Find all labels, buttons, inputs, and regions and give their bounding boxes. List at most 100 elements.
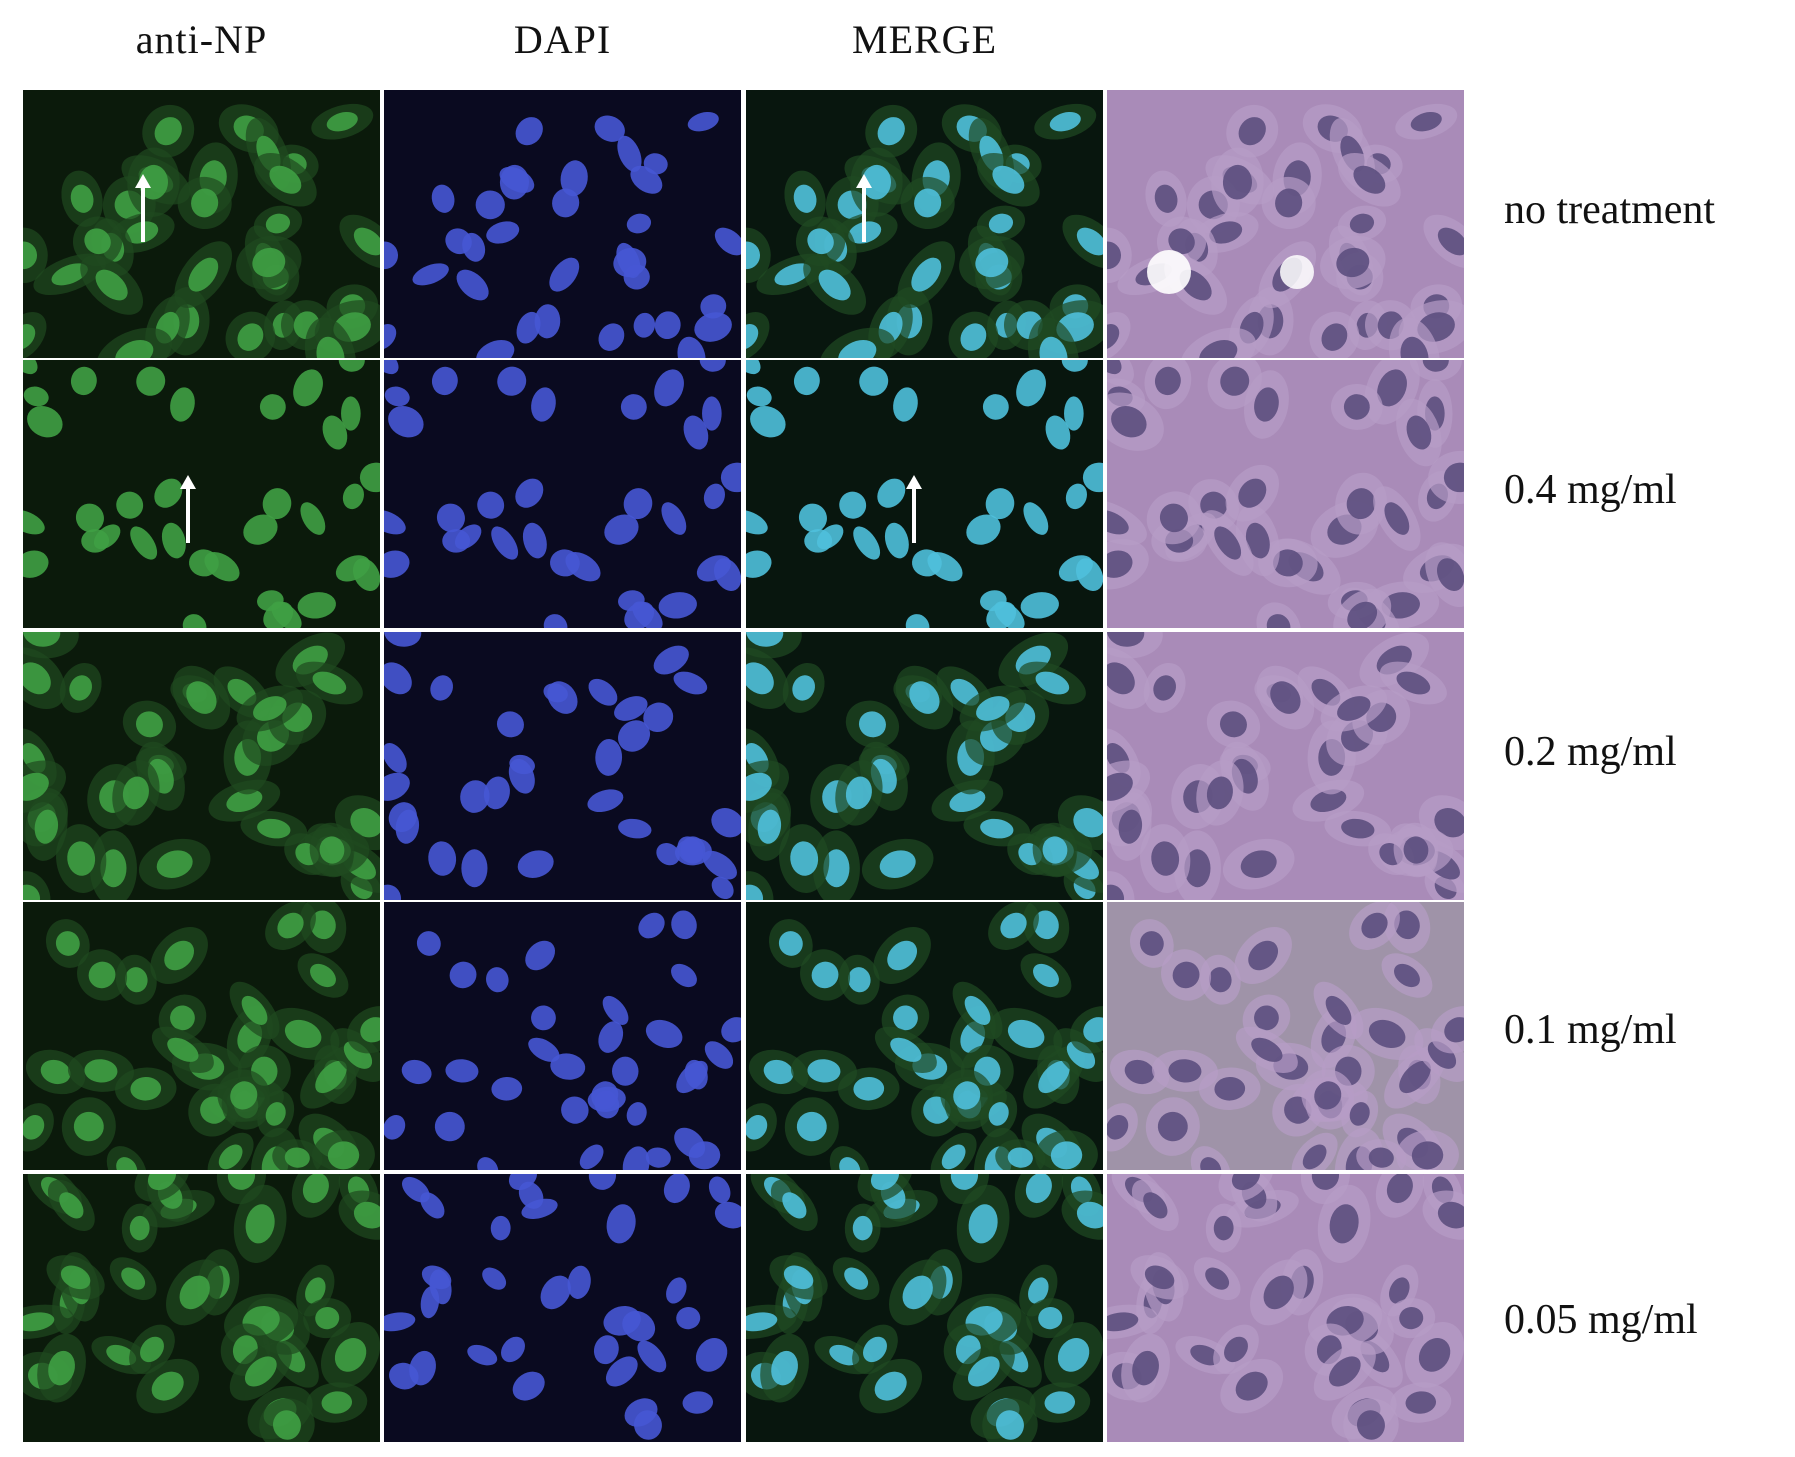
nucleus — [129, 1215, 150, 1241]
nucleus — [125, 967, 148, 993]
nucleus — [442, 529, 471, 553]
nucleus — [482, 1267, 507, 1290]
nucleus — [653, 645, 689, 675]
nucleus — [70, 366, 97, 396]
nucleus — [401, 1059, 432, 1085]
nucleus — [1238, 478, 1267, 508]
nucleus — [746, 662, 774, 695]
nucleus — [244, 1356, 277, 1387]
nucleus — [60, 1265, 91, 1290]
nucleus — [695, 1338, 728, 1372]
nucleus — [818, 269, 851, 301]
nucleus — [1240, 850, 1277, 879]
nucleus — [1361, 912, 1388, 939]
nucleus — [1184, 849, 1211, 888]
nucleus — [688, 1141, 721, 1170]
nucleus — [905, 614, 930, 628]
nucleus — [1394, 910, 1420, 940]
nucleus — [1353, 165, 1386, 194]
nucleus — [870, 1174, 899, 1191]
nucleus — [839, 1157, 861, 1170]
nucleus — [84, 228, 111, 255]
nucleus — [1209, 967, 1232, 993]
nucleus — [1254, 1005, 1279, 1031]
nucleus — [964, 995, 991, 1025]
nucleus — [654, 311, 681, 340]
nucleus — [384, 324, 397, 350]
micrograph-panel — [384, 1174, 741, 1442]
nucleus — [594, 115, 625, 142]
nucleus — [1436, 558, 1464, 592]
nucleus — [516, 311, 541, 344]
nucleus — [792, 675, 816, 701]
nucleus — [783, 1265, 814, 1290]
nucleus — [501, 1336, 525, 1363]
nucleus — [550, 549, 580, 577]
nucleus — [680, 836, 706, 864]
nucleus — [188, 257, 219, 292]
nucleus — [430, 675, 454, 701]
nucleus — [807, 1059, 841, 1083]
nucleus — [310, 963, 336, 988]
nucleus — [70, 184, 94, 213]
nucleus — [587, 789, 624, 813]
nucleus — [1302, 1144, 1327, 1170]
bright-spot — [1280, 255, 1314, 289]
nucleus — [1159, 503, 1188, 533]
nucleus — [302, 1174, 329, 1204]
nucleus — [602, 995, 629, 1025]
nucleus — [1337, 696, 1371, 721]
nucleus — [617, 135, 642, 172]
nucleus — [191, 188, 219, 218]
nucleus — [241, 995, 268, 1025]
nucleus — [189, 549, 219, 577]
nucleus — [476, 339, 515, 358]
nucleus — [1144, 1265, 1175, 1290]
nucleus — [714, 1201, 741, 1229]
nucleus — [1044, 1391, 1076, 1414]
nucleus — [1016, 369, 1046, 407]
nucleus — [714, 227, 741, 256]
nucleus — [245, 1204, 275, 1244]
nucleus — [911, 257, 942, 292]
panel-background — [23, 360, 380, 628]
nucleus — [859, 366, 889, 396]
nucleus — [550, 1053, 586, 1080]
nucleus — [237, 323, 264, 351]
nucleus — [618, 818, 652, 839]
nucleus — [746, 241, 761, 270]
nucleus — [671, 963, 697, 988]
nucleus — [1118, 809, 1143, 844]
nucleus — [1151, 841, 1180, 876]
nucleus — [522, 522, 547, 559]
nucleus — [1064, 396, 1084, 431]
nucleus — [711, 876, 734, 900]
nucleus — [673, 671, 708, 695]
nucleus — [147, 1174, 176, 1191]
nucleus — [1411, 1141, 1444, 1170]
nucleus — [297, 592, 336, 619]
nucleus — [1443, 462, 1464, 493]
nucleus — [1143, 1192, 1168, 1219]
nucleus — [996, 1410, 1024, 1440]
nucleus — [746, 1114, 768, 1140]
nucleus — [560, 160, 588, 197]
nucleus — [1321, 323, 1348, 351]
micrograph-panel — [1107, 1174, 1464, 1442]
micrograph-panel — [746, 90, 1103, 358]
nucleus — [757, 809, 782, 844]
arrow-head — [135, 174, 151, 188]
panel-grid — [23, 90, 1464, 1442]
nucleus — [156, 850, 193, 879]
nucleus — [179, 1275, 210, 1310]
micrograph-panel — [1107, 902, 1464, 1170]
nucleus — [1219, 711, 1247, 738]
nucleus — [982, 394, 1009, 420]
nucleus — [1343, 394, 1370, 420]
nucleus — [633, 312, 656, 338]
nucleus — [1389, 1277, 1410, 1304]
nucleus — [496, 711, 524, 738]
nucleus — [1224, 1336, 1248, 1363]
nucleus — [1384, 502, 1410, 535]
nucleus — [497, 366, 527, 396]
